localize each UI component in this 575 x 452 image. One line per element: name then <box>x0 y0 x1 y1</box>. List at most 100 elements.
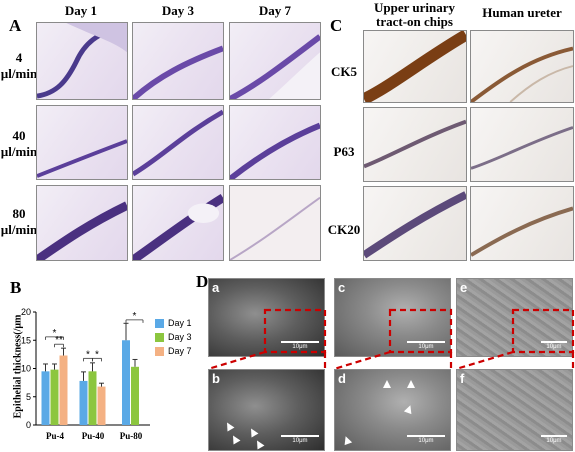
sem-image-b: b 10μm <box>208 369 325 451</box>
arrowhead-icon <box>247 426 259 438</box>
arrowhead-icon <box>223 420 235 432</box>
legend-label-day7: Day 7 <box>168 346 192 356</box>
he-micrograph-80ul-day7 <box>229 185 321 261</box>
x-tick-label: Pu-4 <box>46 431 65 441</box>
ihc-ck20-ureter <box>470 186 574 261</box>
sem-scale-d: 10μm <box>407 435 445 444</box>
sem-image-e: e 10μm <box>456 278 573 357</box>
panel-d-label: D <box>196 272 209 291</box>
panel-a-row-80: 80 µl/min <box>0 206 38 238</box>
he-micrograph-80ul-day3 <box>132 185 224 261</box>
sem-letter-f: f <box>460 371 465 386</box>
sem-scale-b: 10μm <box>281 435 319 444</box>
arrowhead-icon <box>407 380 415 388</box>
panel-a-row-40-line2: µl/min <box>0 144 38 159</box>
y-tick-label: 5 <box>26 392 31 402</box>
significance-mark: * <box>95 349 99 360</box>
panel-c-col-chip-line1: Upper urinary <box>373 0 455 15</box>
legend-swatch-day7 <box>155 346 164 356</box>
sem-image-c: c 10μm <box>334 278 451 357</box>
y-tick-label: 15 <box>21 335 31 345</box>
panel-a-row-40-line1: 40 <box>12 128 26 143</box>
arrowhead-icon <box>229 433 241 445</box>
panel-a-label: A <box>9 16 22 35</box>
panel-a-col-day1: Day 1 <box>64 3 98 18</box>
panel-a-col-day7: Day 7 <box>258 3 292 18</box>
y-tick-label: 0 <box>26 420 31 430</box>
ihc-p63-chip <box>363 107 467 182</box>
arrowhead-icon <box>253 438 265 450</box>
legend-item-day3: Day 3 <box>155 332 192 342</box>
zoom-connector-e-left <box>455 350 514 371</box>
bar-pu-4-day3 <box>50 369 59 425</box>
panel-a-row-40: 40 µl/min <box>0 128 38 160</box>
panel-a-row-80-line2: µl/min <box>0 222 38 237</box>
legend-label-day1: Day 1 <box>168 318 192 328</box>
panel-c-row-p63: P63 <box>333 144 355 159</box>
bar-pu-4-day7 <box>59 355 68 425</box>
x-tick-label: Pu-80 <box>120 431 143 441</box>
sem-letter-b: b <box>212 371 220 386</box>
y-tick-label: 10 <box>21 364 31 374</box>
he-micrograph-40ul-day3 <box>132 105 224 180</box>
significance-mark: * <box>133 311 137 322</box>
panel-a-row-4-line1: 4 <box>15 50 23 65</box>
y-tick-label: 20 <box>21 307 31 317</box>
zoom-connector-c-left <box>333 350 391 371</box>
bar-pu-4-day1 <box>41 371 50 425</box>
panel-a-row-4-line2: µl/min <box>0 66 38 81</box>
panel-b-label: B <box>10 278 22 297</box>
sem-letter-a: a <box>212 280 220 295</box>
legend-item-day1: Day 1 <box>155 318 192 328</box>
panel-a-row-80-line1: 80 <box>12 206 26 221</box>
chart-y-axis-label: Epithelial thickness(/μm <box>12 314 24 419</box>
zoom-box-a <box>263 308 327 354</box>
panel-c-label: C <box>330 16 343 35</box>
significance-mark: * <box>86 349 90 360</box>
panel-c-col-chip-line2: tract-on chips <box>376 14 453 29</box>
sem-letter-c: c <box>338 280 346 295</box>
ihc-ck5-ureter <box>470 30 574 103</box>
he-micrograph-40ul-day1 <box>36 105 128 180</box>
he-micrograph-40ul-day7 <box>229 105 321 180</box>
panel-c-row-ck5: CK5 <box>331 64 357 79</box>
bar-pu-40-day1 <box>79 380 88 425</box>
legend-label-day3: Day 3 <box>168 332 192 342</box>
sem-image-f: f 10μm <box>456 369 573 451</box>
legend-swatch-day1 <box>155 318 164 328</box>
zoom-box-e <box>511 308 575 354</box>
he-micrograph-4ul-day7 <box>229 22 321 100</box>
sem-image-d: d 10μm <box>334 369 451 451</box>
ihc-p63-ureter <box>470 107 574 182</box>
panel-a-row-4: 4 µl/min <box>0 50 38 82</box>
panel-c-col-ureter: Human ureter <box>482 5 562 20</box>
arrowhead-icon <box>403 403 415 415</box>
zoom-connector-a-left <box>207 350 266 371</box>
bar-pu-40-day7 <box>97 386 106 425</box>
zoom-box-c <box>388 308 453 354</box>
sem-image-a: a 10μm <box>208 278 325 357</box>
he-micrograph-80ul-day1 <box>36 185 128 261</box>
bar-pu-40-day3 <box>88 371 97 425</box>
sem-scale-c: 10μm <box>407 341 445 350</box>
significance-mark: ** <box>55 335 63 346</box>
bar-pu-80-day1 <box>122 340 130 425</box>
zoom-indicators <box>207 308 575 371</box>
he-micrograph-4ul-day1 <box>36 22 128 100</box>
significance-mark: * <box>53 328 57 339</box>
sem-letter-d: d <box>338 371 346 386</box>
ihc-ck5-chip <box>363 30 467 103</box>
sem-scale-a: 10μm <box>281 341 319 350</box>
arrowhead-icon <box>341 434 353 446</box>
x-tick-label: Pu-40 <box>82 431 105 441</box>
sem-scale-e: 10μm <box>541 341 567 350</box>
legend-swatch-day3 <box>155 332 164 342</box>
bar-pu-80-day3 <box>131 366 139 425</box>
ihc-ck20-chip <box>363 186 467 261</box>
panel-c-col-chip: Upper urinary tract-on chips <box>362 1 467 29</box>
arrowhead-icon <box>383 380 391 388</box>
panel-c-row-ck20: CK20 <box>327 222 361 237</box>
legend-item-day7: Day 7 <box>155 346 192 356</box>
panel-a-col-day3: Day 3 <box>161 3 195 18</box>
